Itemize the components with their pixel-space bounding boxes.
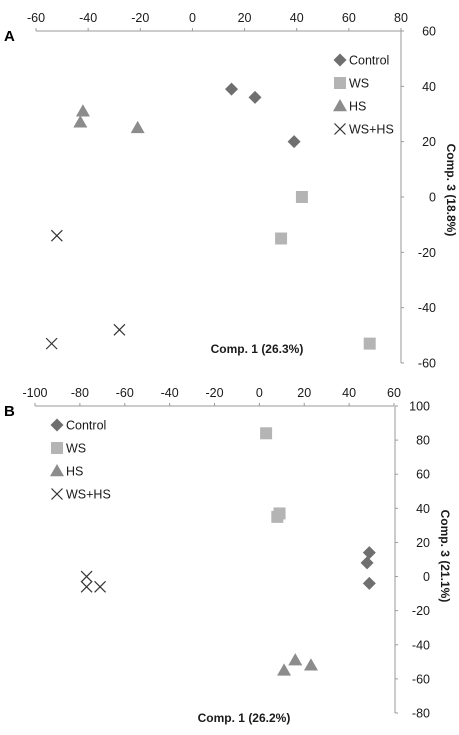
panel-a-x-tick-label-2: -20: [131, 11, 149, 25]
panel-a-legend-marker-ws: [334, 77, 346, 89]
panel-b-legend: Control WS HS WS+HS: [50, 418, 111, 502]
panel-b-point-control-2: [362, 576, 376, 590]
panel-a-y-tick-label-1: 40: [422, 80, 436, 94]
panel-b-x-tick-label-8: 60: [387, 386, 401, 400]
panel-a-point-control-1: [248, 90, 262, 104]
panel-b-y-tick-label-0: 100: [409, 400, 430, 414]
panel-b-x-tick-label-5: 0: [256, 386, 263, 400]
panel-a-point-ws-hs-0-stroke-b: [50, 229, 63, 242]
panel-b-legend-marker-hs: [50, 464, 64, 477]
panel-a-point-ws-hs-2-stroke-b: [113, 323, 126, 336]
panel-b-y-tick-label-7: -40: [412, 638, 430, 652]
panel-b-legend-label-ws-hs: WS+HS: [66, 488, 111, 502]
panel-b-y-axis-title: Comp. 3 (21.1%): [438, 510, 452, 603]
panel-a-x-axis-title: Comp. 1 (26.3%): [211, 342, 304, 356]
panel-b-y-tick-label-2: 60: [416, 468, 430, 482]
panel-b-legend-marker-ws-hs: [51, 488, 63, 500]
panel-b-point-control-1: [360, 556, 374, 570]
panel-a-x-tick-label-0: -60: [27, 11, 45, 25]
panel-a-legend-label-ws: WS: [349, 77, 369, 91]
panel-b-point-hs-0: [288, 653, 303, 666]
panel-a-legend-marker-ws-hs: [334, 123, 346, 135]
panel-b-point-ws-hs-1-stroke-b: [80, 580, 93, 593]
panel-a-point-ws-hs-1-stroke-b: [45, 337, 58, 350]
panel-a-legend-label-ws-hs: WS+HS: [349, 123, 394, 137]
panel-b-legend-label-ws: WS: [66, 442, 86, 456]
panel-b-point-control-0: [362, 546, 376, 560]
panel-b-y-tick-label-6: -20: [412, 604, 430, 618]
panel-b: -100 -80 -60 -40 -20 0 20 40 60 100 80 60 40 20 0 -20 -4…: [4, 386, 452, 725]
panel-a-legend-label-control: Control: [349, 54, 389, 68]
panel-b-point-ws-hs-2-stroke-b: [94, 580, 106, 593]
panel-a-point-ws-1: [275, 232, 288, 245]
panel-b-y-tick-label-4: 20: [416, 536, 430, 550]
panel-a-point-ws-hs-1: [45, 337, 58, 350]
panel-a-y-tick-label-6: -60: [418, 357, 436, 371]
panel-a-x-tick-label-1: -40: [79, 11, 97, 25]
panel-b-legend-label-hs: HS: [66, 465, 83, 479]
panel-b-x-tick-label-3: -40: [161, 386, 179, 400]
panel-b-y-tick-label-1: 80: [416, 434, 430, 448]
panel-a-y-tick-label-2: 20: [422, 135, 436, 149]
panel-a-legend-marker-control: [333, 53, 347, 67]
panel-a-point-hs-0: [75, 104, 90, 117]
panel-b-x-tick-label-1: -80: [71, 386, 89, 400]
panel-a-x-tick-label-3: 0: [189, 11, 196, 25]
panel-a-label: A: [4, 28, 15, 45]
panel-b-point-ws-2: [271, 510, 284, 523]
panel-b-x-tick-label-0: -100: [22, 386, 47, 400]
panel-a-x-tick-label-5: 40: [290, 11, 304, 25]
panel-a-point-control-0: [225, 82, 239, 96]
panel-b-y-tick-label-5: 0: [423, 570, 430, 584]
panel-a-point-hs-1: [73, 115, 88, 128]
panel-a-x-tick-label-7: 80: [394, 11, 408, 25]
panel-a-y-axis-title: Comp. 3 (18.8%): [444, 144, 458, 237]
panel-b-legend-marker-ws-hs-stroke-b: [51, 488, 63, 500]
panel-a-legend-label-hs: HS: [349, 100, 366, 114]
panel-a-point-ws-hs-0: [50, 229, 63, 242]
panel-a-legend-marker-hs: [333, 99, 347, 112]
panel-b-legend-label-control: Control: [66, 419, 106, 433]
panel-b-label: B: [4, 403, 15, 420]
panel-a-y-tick-label-4: -20: [418, 246, 436, 260]
panel-b-x-tick-label-7: 40: [342, 386, 356, 400]
panel-a-y-tick-label-5: -40: [418, 301, 436, 315]
panel-b-point-ws-0: [260, 427, 273, 440]
panel-a: -60 -40 -20 0 20 40 60 80 60 40 20 0 -20 -40 -60 A Comp.…: [4, 11, 458, 371]
panel-a-legend-marker-ws-hs-stroke-b: [334, 123, 346, 135]
panel-b-x-tick-label-6: 20: [297, 386, 311, 400]
panel-b-point-ws-hs-1: [80, 580, 93, 593]
panel-a-legend: Control WS HS WS+HS: [333, 53, 394, 137]
panel-b-point-ws-hs-0: [80, 570, 93, 583]
panel-b-y-tick-label-8: -60: [412, 672, 430, 686]
panel-b-point-ws-hs-2: [94, 580, 106, 593]
panel-a-y-tick-label-3: 0: [429, 191, 436, 205]
panel-b-y-tick-label-3: 40: [416, 502, 430, 516]
panel-b-point-ws-hs-0-stroke-b: [80, 570, 93, 583]
panel-a-point-ws-2: [363, 337, 376, 350]
panel-a-point-ws-hs-2: [113, 323, 126, 336]
panel-b-x-tick-label-4: -20: [205, 386, 223, 400]
panel-a-y-tick-label-0: 60: [422, 25, 436, 39]
panel-b-y-tick-label-9: -80: [412, 707, 430, 721]
panel-b-x-tick-label-2: -60: [116, 386, 134, 400]
panel-b-legend-marker-ws: [51, 442, 63, 454]
panel-a-x-tick-label-4: 20: [238, 11, 252, 25]
panel-a-point-ws-0: [295, 191, 308, 203]
panel-b-x-axis-title: Comp. 1 (26.2%): [198, 711, 291, 725]
panel-a-point-hs-2: [130, 120, 145, 134]
panel-b-legend-marker-control: [50, 418, 64, 432]
panel-b-point-hs-1: [277, 663, 292, 676]
panel-a-point-control-2: [287, 135, 301, 149]
panel-a-x-tick-label-6: 60: [342, 11, 356, 25]
panel-b-point-hs-2: [303, 658, 318, 671]
